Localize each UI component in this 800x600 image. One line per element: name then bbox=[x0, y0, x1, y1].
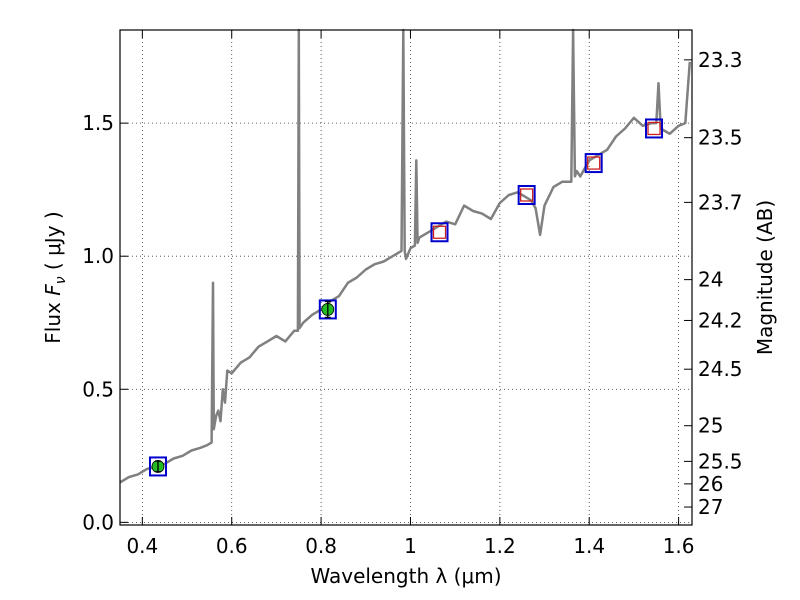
x-tick-label: 0.4 bbox=[126, 534, 158, 558]
magnitude-tick-label: 26 bbox=[698, 472, 723, 496]
grid-lines bbox=[120, 30, 692, 525]
y-tick-label: 0.5 bbox=[82, 377, 114, 401]
model-photometry-square bbox=[148, 456, 167, 477]
magnitude-tick-label: 24.5 bbox=[698, 357, 743, 381]
nir-photometry-square bbox=[432, 225, 447, 239]
magnitude-tick-label: 24.2 bbox=[698, 308, 743, 332]
magnitude-tick-label: 23.7 bbox=[698, 190, 743, 214]
y-tick-label: 1.0 bbox=[82, 244, 114, 268]
x-tick-label: 0.6 bbox=[216, 534, 248, 558]
x-tick-label: 1.4 bbox=[573, 534, 605, 558]
plot-frame bbox=[119, 29, 693, 526]
x-tick-label: 1 bbox=[404, 534, 417, 558]
magnitude-tick-label: 24 bbox=[698, 268, 723, 292]
model-photometry-square bbox=[430, 222, 449, 243]
nir-photometry-square bbox=[647, 121, 661, 136]
magnitude-axis-label: Magnitude (AB) bbox=[753, 200, 777, 355]
spectrum-series bbox=[119, 28, 692, 484]
axis-ticks: 0.4 0.6 0.8 1 1.2 1.4 1.6 0.0 0.5 1.0 1.5 23.3 23.5 2… bbox=[82, 30, 743, 558]
model-photometry-square bbox=[645, 118, 664, 139]
x-tick-label: 1.2 bbox=[484, 534, 516, 558]
spectrum-line bbox=[119, 28, 692, 484]
nir-photometry-square bbox=[587, 156, 601, 170]
x-tick-label: 1.6 bbox=[663, 534, 695, 558]
magnitude-tick-label: 23.5 bbox=[698, 126, 743, 150]
nir-photometry-square bbox=[520, 188, 534, 202]
y-tick-label: 1.5 bbox=[82, 111, 114, 135]
x-tick-label: 0.8 bbox=[305, 534, 337, 558]
magnitude-tick-label: 23.3 bbox=[698, 48, 743, 72]
magnitude-tick-label: 27 bbox=[698, 495, 723, 519]
magnitude-tick-label: 25 bbox=[698, 414, 723, 438]
model-photometry-square bbox=[584, 153, 603, 174]
photometry-markers bbox=[148, 118, 664, 477]
y-tick-label: 0.0 bbox=[82, 510, 114, 534]
model-photometry-square bbox=[517, 185, 536, 205]
model-photometry-square bbox=[318, 299, 337, 320]
x-axis-label: Wavelength λ (μm) bbox=[310, 564, 501, 588]
y-axis-label: Flux Fν ( μJy ) bbox=[41, 211, 69, 343]
magnitude-tick-label: 25.5 bbox=[698, 449, 743, 473]
